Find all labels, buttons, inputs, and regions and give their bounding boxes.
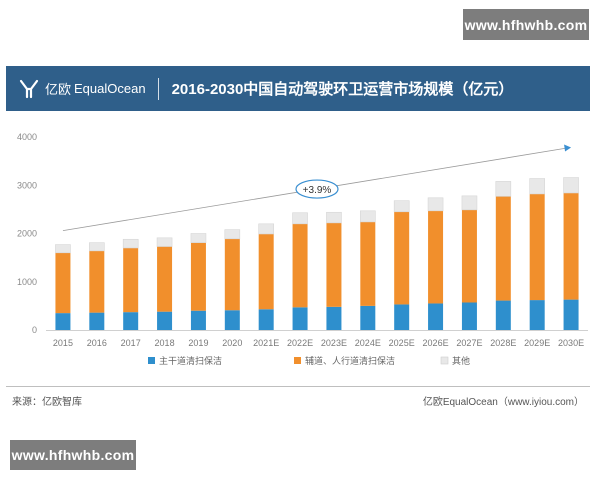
bar-segment bbox=[292, 223, 308, 308]
bar-segment bbox=[495, 181, 512, 197]
header-separator bbox=[157, 77, 159, 100]
bar-segment bbox=[360, 210, 376, 223]
y-tick-label: 1000 bbox=[17, 277, 37, 287]
bar-segment bbox=[190, 233, 207, 243]
x-tick-label: 2016 bbox=[87, 338, 107, 348]
bar-segment bbox=[224, 238, 240, 311]
stacked-bar-chart: 0 1000 2000 3000 4000 2015 2016 2017 2018 2019 202… bbox=[17, 132, 588, 366]
legend-swatch bbox=[294, 357, 301, 364]
x-tick-label: 2024E bbox=[355, 338, 381, 348]
legend-label: 主干道清扫保洁 bbox=[159, 355, 222, 366]
x-tick-label: 2018 bbox=[155, 338, 175, 348]
x-tick-label: 2030E bbox=[558, 338, 584, 348]
bar-segment bbox=[156, 237, 173, 247]
bar-segment bbox=[563, 177, 579, 194]
bar-segment bbox=[89, 250, 105, 313]
x-tick-label: 2019 bbox=[188, 338, 208, 348]
bar-segment bbox=[529, 193, 545, 301]
legend-label: 辅道、人行道清扫保洁 bbox=[305, 355, 395, 366]
logo-en-text: EqualOcean bbox=[74, 81, 146, 96]
source-left: 来源：亿欧智库 bbox=[12, 397, 82, 408]
bar-segment bbox=[258, 223, 274, 235]
logo-cn-text: 亿欧 bbox=[45, 82, 72, 97]
bar-segment bbox=[122, 238, 139, 249]
bar-segment bbox=[461, 302, 477, 330]
x-tick-label: 2027E bbox=[456, 338, 482, 348]
bar-segment bbox=[157, 246, 173, 312]
bar-segment bbox=[360, 305, 376, 330]
bar-segment bbox=[55, 313, 71, 330]
x-tick-label: 2028E bbox=[490, 338, 516, 348]
watermark-top: www.hfhwhb.com bbox=[463, 9, 589, 40]
bar-segment bbox=[190, 310, 206, 330]
bar-segment bbox=[563, 192, 579, 300]
footer-divider bbox=[6, 386, 590, 387]
x-tick-label: 2029E bbox=[524, 338, 550, 348]
bar-segment bbox=[224, 310, 240, 330]
y-tick-label: 4000 bbox=[17, 132, 37, 142]
x-tick-label: 2017 bbox=[121, 338, 141, 348]
bar-segment bbox=[461, 209, 477, 303]
equalocean-logo-icon bbox=[19, 79, 39, 98]
bar-segment bbox=[89, 312, 105, 330]
bar-segment bbox=[428, 210, 444, 304]
bar-segment bbox=[190, 242, 206, 311]
chart-title: 2016-2030中国自动驾驶环卫运营市场规模（亿元） bbox=[171, 81, 514, 98]
bar-segment bbox=[360, 221, 376, 306]
bar-segment bbox=[393, 200, 410, 213]
bar-segment bbox=[326, 306, 342, 330]
bar-segment bbox=[292, 212, 308, 225]
bar-segment bbox=[258, 309, 274, 330]
bar-segment bbox=[563, 299, 579, 330]
x-tick-label: 2020 bbox=[222, 338, 242, 348]
trend-arrow-head bbox=[564, 144, 572, 152]
x-tick-label: 2026E bbox=[423, 338, 449, 348]
bar-segment bbox=[224, 229, 241, 240]
bar-segment bbox=[123, 312, 139, 330]
bar-segment bbox=[428, 303, 444, 330]
bar-segment bbox=[529, 300, 545, 330]
trend-annotation-label: +3.9% bbox=[303, 185, 332, 196]
trend-annotation-bubble bbox=[295, 179, 339, 199]
bar-segment bbox=[55, 244, 71, 254]
bar-segment bbox=[461, 195, 478, 211]
legend-label: 其他 bbox=[452, 355, 470, 366]
source-right: 亿欧EqualOcean（www.iyiou.com） bbox=[422, 397, 584, 408]
legend-swatch bbox=[148, 357, 155, 364]
logo: 亿欧 EqualOcean bbox=[18, 78, 146, 100]
bar-segment bbox=[394, 304, 410, 330]
bar-segment bbox=[529, 178, 545, 195]
bar-segment bbox=[55, 252, 71, 314]
bar-segment bbox=[394, 211, 410, 305]
chart-header: 亿欧 EqualOcean 2016-2030中国自动驾驶环卫运营市场规模（亿元… bbox=[6, 66, 590, 111]
y-tick-label: 0 bbox=[32, 325, 37, 335]
bar-segment bbox=[427, 197, 444, 212]
bar-segment bbox=[495, 300, 511, 330]
legend-swatch bbox=[440, 356, 449, 365]
bar-segment bbox=[495, 196, 511, 301]
x-tick-label: 2023E bbox=[321, 338, 347, 348]
bar-segment bbox=[157, 311, 173, 330]
x-tick-label: 2021E bbox=[253, 338, 279, 348]
bar-segment bbox=[258, 233, 274, 310]
x-tick-label: 2025E bbox=[389, 338, 415, 348]
watermark-bottom: www.hfhwhb.com bbox=[10, 440, 136, 470]
bar-segment bbox=[326, 222, 342, 307]
bar-segment bbox=[123, 247, 139, 313]
bar-segment bbox=[89, 242, 105, 252]
x-tick-label: 2015 bbox=[53, 338, 73, 348]
bar-segment bbox=[292, 307, 308, 330]
y-tick-label: 2000 bbox=[17, 229, 37, 239]
y-tick-label: 3000 bbox=[17, 180, 37, 190]
x-tick-label: 2022E bbox=[287, 338, 313, 348]
bar-segment bbox=[326, 211, 342, 224]
